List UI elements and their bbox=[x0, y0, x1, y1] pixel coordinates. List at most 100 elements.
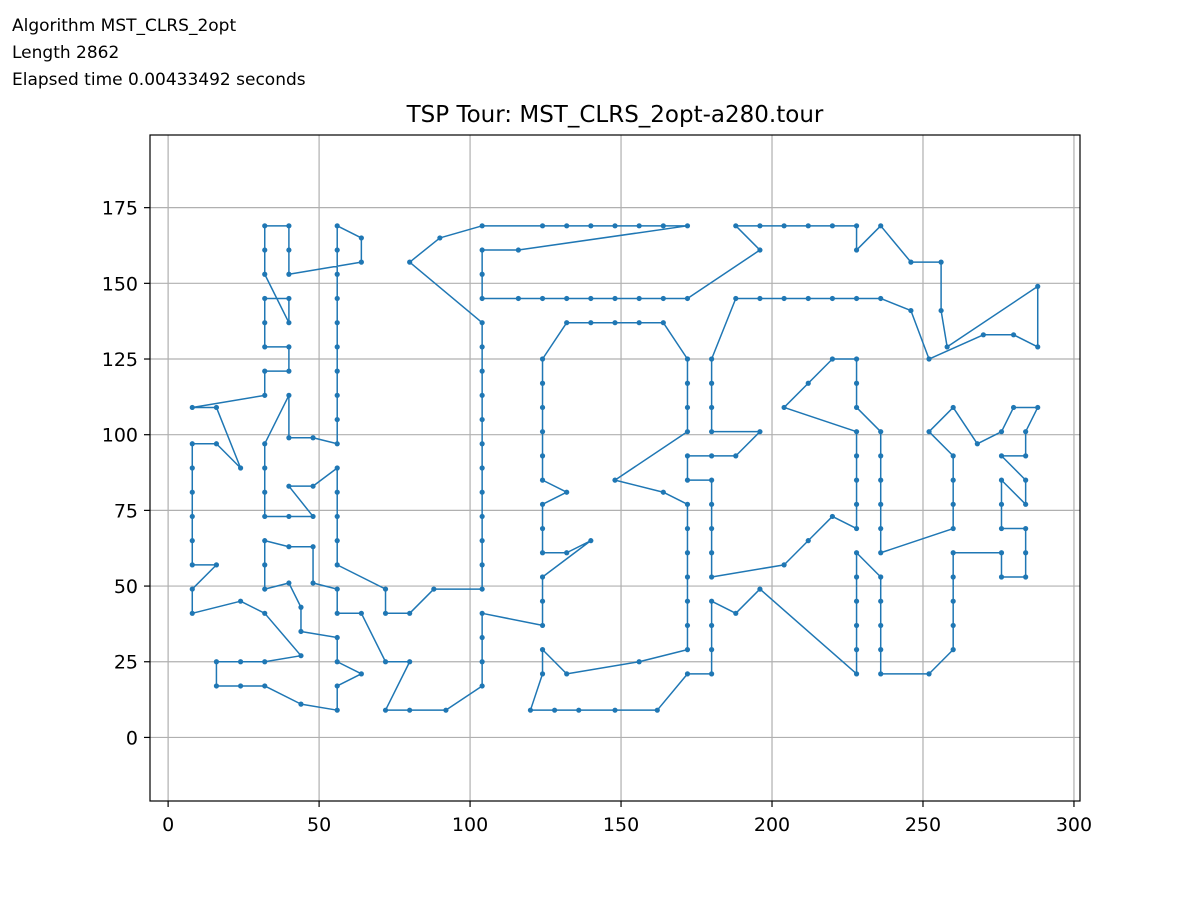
tour-line bbox=[191, 225, 1039, 711]
city-point bbox=[539, 223, 546, 229]
city-point bbox=[262, 562, 268, 568]
axis-ticks: 0 50 100 150 200 250 300 0 25 50 75 100 125 150 175 bbox=[102, 198, 1092, 836]
city-point bbox=[1035, 344, 1041, 350]
city-point bbox=[334, 610, 340, 616]
y-tick-label: 100 bbox=[102, 425, 138, 447]
city-point bbox=[310, 513, 316, 520]
city-point bbox=[310, 435, 316, 441]
city-point bbox=[926, 356, 932, 362]
city-point bbox=[684, 356, 691, 362]
city-point bbox=[944, 344, 950, 350]
tour-path-group bbox=[191, 225, 1039, 711]
city-point bbox=[588, 320, 594, 326]
city-point bbox=[334, 489, 340, 495]
city-point bbox=[479, 247, 485, 253]
city-point bbox=[612, 223, 618, 229]
city-point bbox=[853, 356, 860, 362]
city-point bbox=[237, 659, 244, 665]
city-point bbox=[515, 247, 521, 253]
city-point bbox=[539, 647, 546, 653]
city-point bbox=[539, 550, 546, 556]
info-length: Length 2862 bbox=[12, 43, 120, 63]
city-point bbox=[334, 392, 340, 398]
city-point bbox=[684, 223, 691, 229]
city-point bbox=[334, 562, 340, 568]
city-point bbox=[479, 683, 485, 689]
city-point bbox=[1023, 525, 1029, 532]
city-point bbox=[479, 416, 485, 423]
city-point bbox=[588, 538, 594, 544]
city-point bbox=[189, 465, 195, 471]
city-point bbox=[358, 259, 364, 265]
city-point bbox=[479, 659, 485, 665]
city-point bbox=[539, 525, 546, 532]
city-point bbox=[1035, 283, 1041, 289]
city-point bbox=[853, 598, 860, 604]
city-point bbox=[878, 671, 884, 677]
city-point bbox=[853, 622, 860, 629]
y-tick-label: 125 bbox=[102, 349, 138, 371]
city-point bbox=[733, 223, 739, 229]
grid-lines bbox=[150, 135, 1080, 801]
city-point bbox=[539, 380, 546, 386]
city-point bbox=[733, 610, 739, 616]
city-point bbox=[407, 659, 413, 665]
city-point bbox=[709, 404, 715, 411]
city-point bbox=[709, 525, 715, 532]
info-algorithm: Algorithm MST_CLRS_2opt bbox=[12, 16, 237, 36]
city-point bbox=[262, 320, 268, 326]
city-point bbox=[286, 295, 292, 302]
city-point bbox=[1023, 429, 1029, 435]
city-point bbox=[564, 295, 570, 302]
city-point bbox=[878, 223, 884, 229]
city-point bbox=[286, 483, 292, 489]
city-point bbox=[262, 610, 268, 616]
city-point bbox=[757, 295, 763, 302]
city-point bbox=[950, 622, 956, 629]
city-point bbox=[262, 513, 268, 520]
city-point bbox=[262, 344, 268, 350]
city-point bbox=[1023, 477, 1029, 483]
city-point bbox=[853, 429, 860, 435]
city-point bbox=[189, 586, 195, 592]
city-point bbox=[853, 671, 860, 677]
city-point bbox=[1023, 574, 1029, 580]
city-point bbox=[262, 586, 268, 592]
city-point bbox=[684, 598, 691, 604]
city-point bbox=[684, 453, 691, 459]
city-point bbox=[938, 307, 944, 314]
city-point bbox=[636, 295, 642, 302]
city-point bbox=[539, 598, 546, 604]
city-point bbox=[684, 380, 691, 386]
city-point bbox=[781, 223, 787, 229]
city-point bbox=[237, 598, 244, 604]
city-point bbox=[286, 513, 292, 520]
x-tick-label: 150 bbox=[603, 814, 639, 836]
city-point bbox=[479, 295, 485, 302]
city-point bbox=[407, 259, 413, 265]
city-point bbox=[998, 550, 1005, 556]
city-point bbox=[805, 295, 811, 302]
x-tick-label: 0 bbox=[162, 814, 174, 836]
city-point bbox=[213, 683, 220, 689]
city-point bbox=[213, 441, 220, 447]
city-point bbox=[950, 574, 956, 580]
city-point bbox=[189, 610, 195, 616]
city-point bbox=[334, 659, 340, 665]
city-point bbox=[358, 610, 364, 616]
city-point bbox=[829, 513, 836, 520]
city-point bbox=[781, 562, 787, 568]
city-point bbox=[684, 477, 691, 483]
city-point bbox=[1035, 404, 1041, 411]
city-point bbox=[334, 441, 340, 447]
city-point bbox=[443, 707, 449, 713]
city-point bbox=[684, 404, 691, 411]
city-point bbox=[950, 404, 956, 411]
city-point bbox=[189, 562, 195, 568]
city-point bbox=[539, 477, 546, 483]
city-point bbox=[709, 574, 715, 580]
city-point bbox=[539, 404, 546, 411]
city-point bbox=[310, 483, 316, 489]
city-point bbox=[709, 380, 715, 386]
